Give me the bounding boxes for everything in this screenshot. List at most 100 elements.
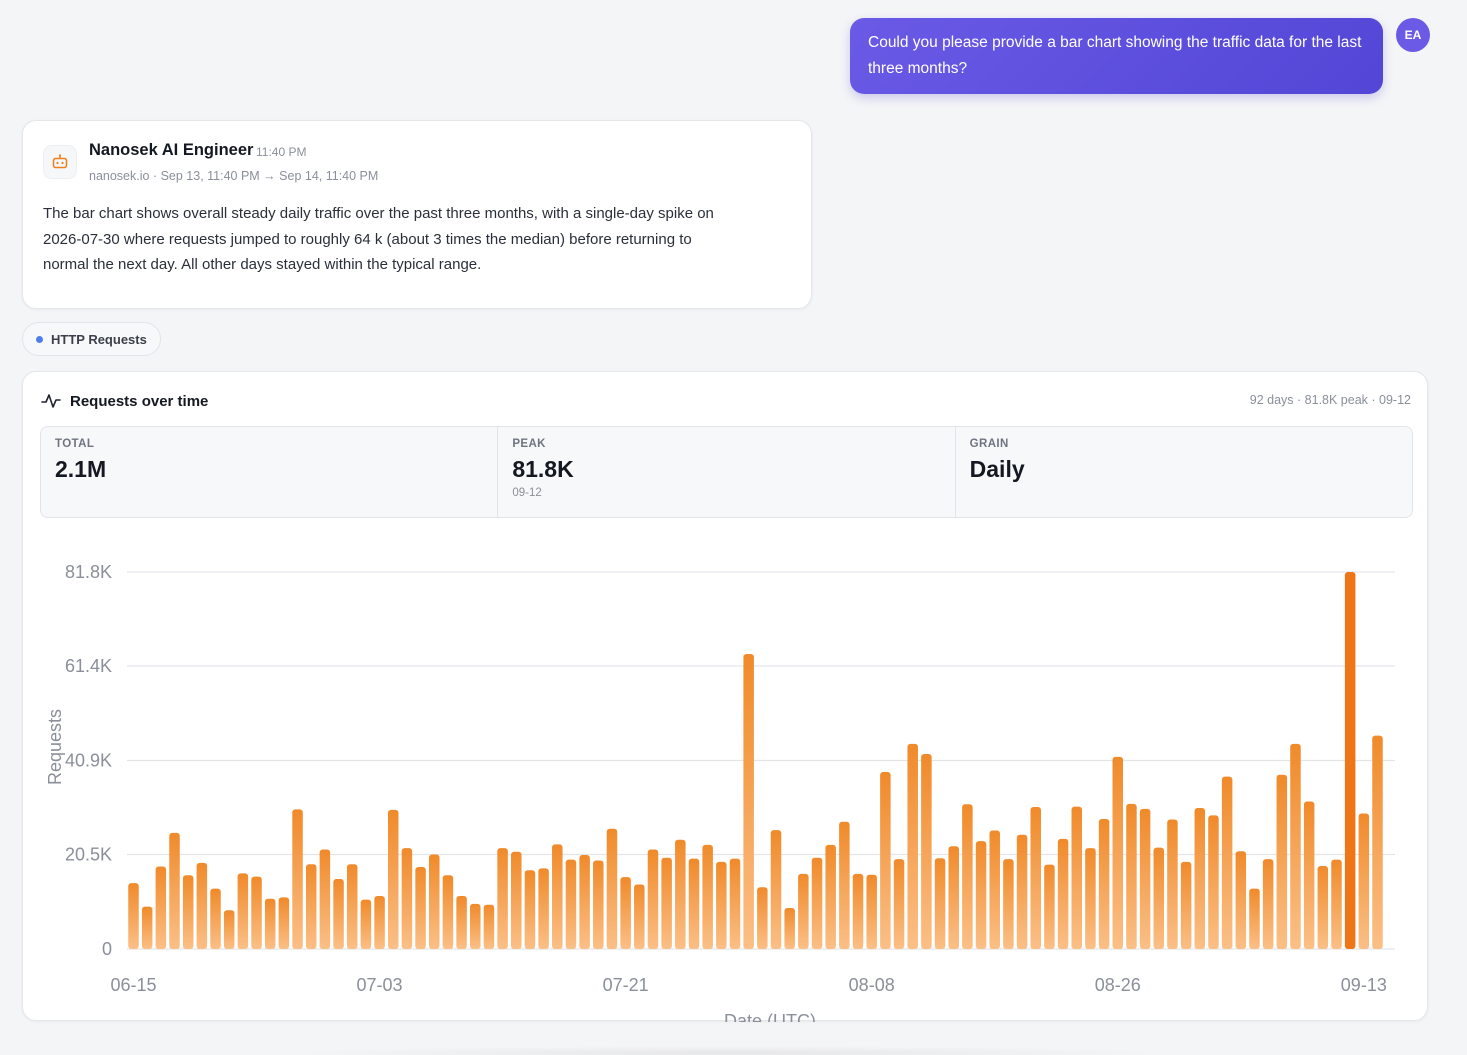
stat-grain: GRAIN Daily [954, 427, 1412, 517]
chart-bar[interactable] [1290, 743, 1301, 949]
chart-bar[interactable] [251, 876, 262, 949]
chart-bar[interactable] [210, 888, 221, 949]
chart-bar[interactable] [387, 809, 399, 949]
chart-bar[interactable] [634, 884, 645, 949]
user-avatar-initials: EA [1404, 28, 1422, 42]
chart-bar[interactable] [743, 654, 754, 949]
chart-bar[interactable] [292, 809, 303, 949]
chart-bar[interactable] [1262, 859, 1274, 949]
chart-bar[interactable] [565, 859, 577, 949]
chart-bar[interactable] [852, 873, 864, 949]
chart-bar[interactable] [1126, 803, 1137, 949]
chart-bar[interactable] [948, 846, 959, 949]
chart-bar[interactable] [346, 864, 358, 949]
user-avatar[interactable]: EA [1396, 18, 1430, 52]
chart-bar[interactable] [552, 844, 563, 949]
chart-bar[interactable] [524, 870, 536, 949]
chart-bar[interactable] [893, 859, 905, 949]
chart-bar[interactable] [989, 830, 1000, 949]
chart-bar[interactable] [1276, 774, 1288, 949]
chart-bar[interactable] [716, 861, 727, 949]
chart-bar[interactable] [647, 849, 659, 949]
x-tick-label: 06-15 [110, 975, 156, 995]
chart-bar[interactable] [511, 851, 522, 949]
chart-bar[interactable] [702, 844, 713, 949]
chart-bar[interactable] [907, 743, 918, 949]
chart-bar[interactable] [196, 862, 208, 949]
chart-bar[interactable] [428, 854, 440, 949]
chart-bar[interactable] [155, 866, 167, 949]
chart-bar[interactable] [579, 854, 590, 949]
chart-bar[interactable] [1167, 819, 1178, 949]
chart-bar[interactable] [169, 832, 180, 949]
chart-bar[interactable] [223, 910, 235, 949]
chart-bar[interactable] [606, 828, 618, 949]
chart-bar[interactable] [182, 875, 194, 949]
chart-bar[interactable] [661, 857, 672, 949]
chart-bar[interactable] [1235, 851, 1247, 949]
chart-bar[interactable] [1071, 806, 1083, 949]
chart-bar[interactable] [729, 858, 741, 949]
chart-bar[interactable] [319, 849, 331, 949]
chart-bar[interactable] [1331, 859, 1342, 949]
chart-bar[interactable] [934, 858, 946, 949]
chart-bar[interactable] [1180, 861, 1192, 949]
chart-bar[interactable] [401, 848, 413, 949]
chart-bar[interactable] [128, 883, 139, 949]
http-requests-chip[interactable]: HTTP Requests [22, 322, 161, 356]
chart-bar[interactable] [1221, 776, 1233, 949]
chart-bar[interactable] [141, 906, 153, 949]
chart-bar[interactable] [675, 839, 686, 949]
chart-bar[interactable] [962, 804, 973, 949]
chart-bar[interactable] [1003, 859, 1014, 949]
chart-bar[interactable] [866, 874, 877, 949]
chart-bar[interactable] [1344, 572, 1356, 949]
chart-bar[interactable] [237, 873, 249, 949]
chart-bar[interactable] [620, 877, 631, 949]
user-message-bubble: Could you please provide a bar chart sho… [850, 18, 1383, 94]
chart-bar[interactable] [921, 754, 932, 949]
chart-bar[interactable] [975, 841, 987, 949]
chart-bar[interactable] [1303, 801, 1315, 949]
chart-bar[interactable] [688, 858, 700, 949]
chart-bar[interactable] [1112, 756, 1124, 949]
chart-bar[interactable] [1030, 807, 1041, 949]
chart-bar[interactable] [1098, 819, 1110, 949]
chart-bar[interactable] [442, 875, 454, 949]
chart-bar[interactable] [470, 903, 481, 949]
chart-bar[interactable] [1016, 834, 1028, 949]
x-tick-label: 08-08 [849, 975, 895, 995]
chart-bar[interactable] [497, 848, 508, 949]
chart-bar[interactable] [264, 898, 276, 949]
chart-bar[interactable] [1372, 735, 1383, 949]
chart-bar[interactable] [1194, 807, 1206, 949]
chart-bar[interactable] [333, 878, 344, 949]
chart-bar[interactable] [1139, 808, 1151, 949]
stat-label: TOTAL [55, 438, 95, 450]
chart-bar[interactable] [811, 857, 823, 949]
chart-bar[interactable] [1057, 838, 1069, 949]
chart-bar[interactable] [825, 844, 836, 949]
chart-bar[interactable] [305, 864, 317, 949]
chart-bar[interactable] [278, 897, 290, 949]
chart-bar[interactable] [593, 860, 604, 949]
chart-bar[interactable] [770, 830, 782, 949]
chart-bar[interactable] [1208, 815, 1219, 949]
chart-bar[interactable] [798, 873, 809, 949]
chart-bar[interactable] [1249, 888, 1260, 949]
chart-bar[interactable] [483, 904, 495, 949]
chart-bar[interactable] [374, 895, 385, 949]
chart-bar[interactable] [784, 907, 795, 949]
chart-bar[interactable] [1085, 848, 1096, 949]
chart-bar[interactable] [757, 887, 768, 949]
chart-bar[interactable] [538, 868, 549, 949]
chart-bar[interactable] [1358, 813, 1370, 949]
chart-bar[interactable] [1153, 847, 1165, 949]
chart-bar[interactable] [880, 772, 891, 949]
chart-bar[interactable] [1317, 866, 1329, 949]
chart-bar[interactable] [415, 866, 426, 949]
chart-bar[interactable] [839, 821, 850, 949]
chart-bar[interactable] [1044, 864, 1055, 949]
chart-bar[interactable] [456, 895, 467, 949]
chart-bar[interactable] [360, 899, 372, 949]
